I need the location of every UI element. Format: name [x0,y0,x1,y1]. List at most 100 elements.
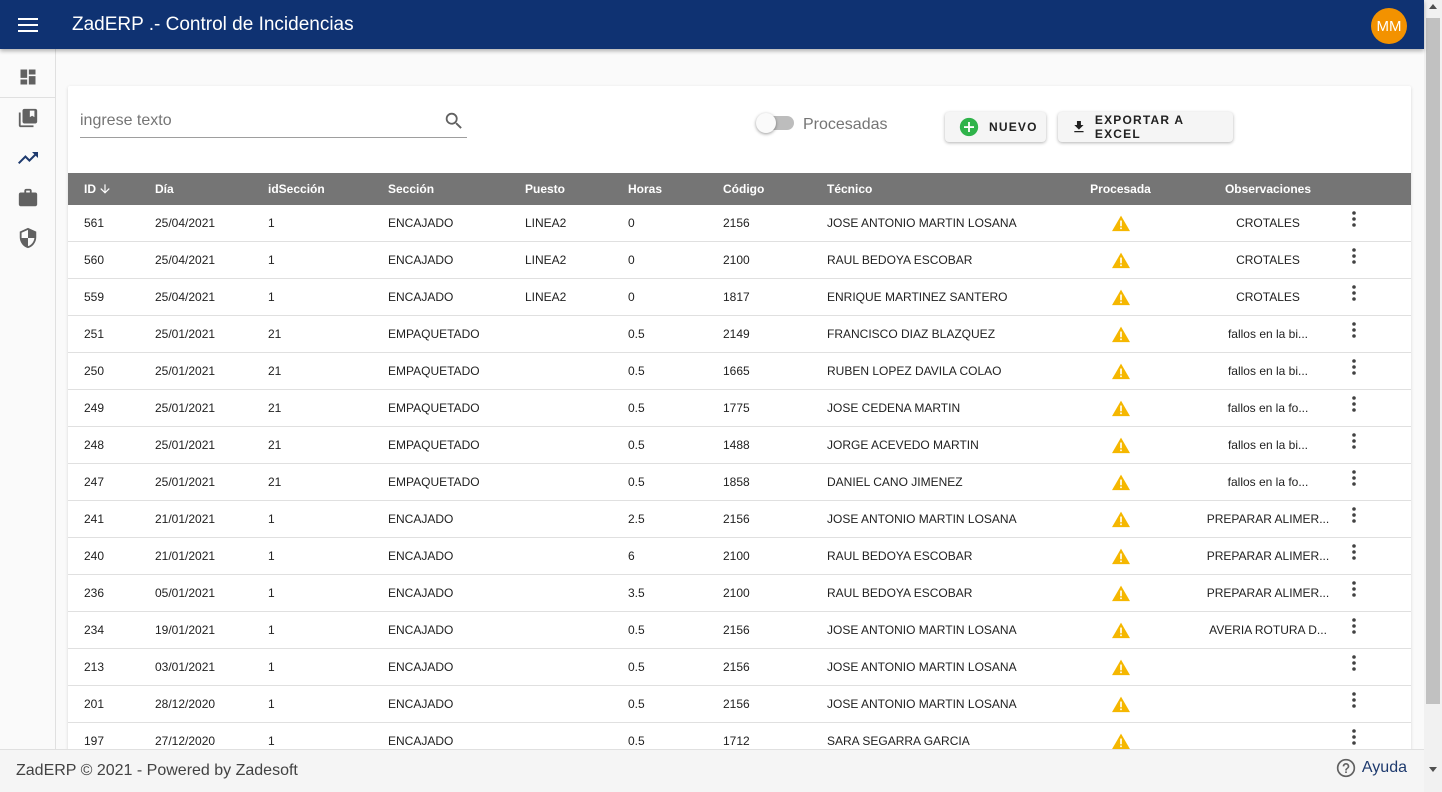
column-header-seccion[interactable]: Sección [388,182,435,196]
cell-id: 240 [84,549,105,563]
sidebar-item-library[interactable] [0,98,56,138]
cell-seccion: ENCAJADO [388,586,454,600]
column-header-dia[interactable]: Día [155,182,174,196]
cell-observaciones: fallos en la bi... [1227,438,1309,452]
search-icon[interactable] [443,110,465,132]
cell-id: 561 [84,216,105,230]
table-row[interactable]: 234 19/01/2021 1 ENCAJADO 0.5 2156 JOSE ANTONI… [68,612,1411,649]
cell-id: 250 [84,364,105,378]
table-row[interactable]: 251 25/01/2021 21 EMPAQUETADO 0.5 2149 FRANCIS… [68,316,1411,353]
more-vert-icon[interactable] [1344,316,1364,353]
column-header-horas[interactable]: Horas [628,182,663,196]
more-vert-icon[interactable] [1344,279,1364,316]
cell-idseccion: 1 [268,660,275,674]
warning-icon [1073,612,1168,649]
footer-copyright: ZadERP © 2021 - Powered by Zadesoft [16,762,298,779]
cell-dia: 05/01/2021 [155,586,216,600]
more-vert-icon[interactable] [1344,353,1364,390]
more-vert-icon[interactable] [1344,205,1364,242]
table-row[interactable]: 240 21/01/2021 1 ENCAJADO 6 2100 RAUL BEDOYA E… [68,538,1411,575]
cell-id: 247 [84,475,105,489]
more-vert-icon[interactable] [1344,501,1364,538]
column-header-puesto[interactable]: Puesto [525,182,566,196]
column-header-tecnico[interactable]: Técnico [827,182,873,196]
page-scrollbar[interactable] [1424,0,1442,792]
user-avatar[interactable]: MM [1371,8,1407,44]
column-header-observaciones[interactable]: Observaciones [1224,182,1312,196]
cell-id: 248 [84,438,105,452]
nuevo-button[interactable]: NUEVO [945,112,1046,142]
cell-observaciones: fallos en la bi... [1227,327,1309,341]
more-vert-icon[interactable] [1344,649,1364,686]
more-vert-icon[interactable] [1344,575,1364,612]
cell-dia: 25/01/2021 [155,401,216,415]
cell-tecnico: JOSE ANTONIO MARTIN LOSANA [827,660,1017,674]
cell-tecnico: SARA SEGARRA GARCIA [827,734,970,748]
cell-seccion: EMPAQUETADO [388,438,480,452]
table-row[interactable]: 559 25/04/2021 1 ENCAJADO LINEA2 0 1817 ENRIQUE… [68,279,1411,316]
cell-seccion: EMPAQUETADO [388,401,480,415]
cell-codigo: 2156 [723,216,750,230]
cell-tecnico: DANIEL CANO JIMENEZ [827,475,963,489]
cell-dia: 25/01/2021 [155,475,216,489]
table-row[interactable]: 561 25/04/2021 1 ENCAJADO LINEA2 0 2156 JOSE AN… [68,205,1411,242]
table-row[interactable]: 560 25/04/2021 1 ENCAJADO LINEA2 0 2100 RAUL BE… [68,242,1411,279]
cell-seccion: ENCAJADO [388,253,454,267]
column-header-codigo[interactable]: Código [723,182,765,196]
incidents-table: ID Día idSección Sección Puesto Horas Có… [68,173,1411,760]
cell-idseccion: 1 [268,623,275,637]
warning-icon [1073,686,1168,723]
sidebar-item-trending[interactable] [0,138,56,178]
search-field [80,106,467,138]
sidebar-divider [0,97,56,98]
more-vert-icon[interactable] [1344,464,1364,501]
more-vert-icon[interactable] [1344,242,1364,279]
cell-codigo: 1665 [723,364,750,378]
more-vert-icon[interactable] [1344,686,1364,723]
sidebar-item-briefcase[interactable] [0,178,56,218]
cell-puesto: LINEA2 [525,216,567,230]
cell-idseccion: 1 [268,697,275,711]
sidebar-item-dashboard[interactable] [0,57,56,97]
more-vert-icon[interactable] [1344,538,1364,575]
menu-icon[interactable] [0,0,56,49]
table-row[interactable]: 249 25/01/2021 21 EMPAQUETADO 0.5 1775 JOSE CE… [68,390,1411,427]
table-row[interactable]: 236 05/01/2021 1 ENCAJADO 3.5 2100 RAUL BEDOYA… [68,575,1411,612]
table-row[interactable]: 250 25/01/2021 21 EMPAQUETADO 0.5 1665 RUBEN L… [68,353,1411,390]
more-vert-icon[interactable] [1344,390,1364,427]
cell-codigo: 2100 [723,549,750,563]
more-vert-icon[interactable] [1344,427,1364,464]
sidebar-item-security[interactable] [0,218,56,258]
table-row[interactable]: 201 28/12/2020 1 ENCAJADO 0.5 2156 JOSE ANTONI… [68,686,1411,723]
cell-dia: 28/12/2020 [155,697,216,711]
scroll-up-icon[interactable] [1429,4,1437,9]
warning-icon [1073,464,1168,501]
more-vert-icon[interactable] [1344,723,1364,760]
cell-tecnico: JOSE CEDENA MARTIN [827,401,961,415]
procesadas-toggle[interactable] [756,113,794,133]
warning-icon [1073,538,1168,575]
column-header-id[interactable]: ID [84,173,112,205]
cell-tecnico: RAUL BEDOYA ESCOBAR [827,586,973,600]
help-link[interactable]: Ayuda [1336,758,1407,778]
cell-codigo: 2100 [723,586,750,600]
column-header-procesada[interactable]: Procesada [1090,182,1151,196]
cell-id: 213 [84,660,105,674]
cell-horas: 0.5 [628,475,645,489]
scroll-down-icon[interactable] [1429,767,1437,772]
export-excel-button[interactable]: EXPORTAR A EXCEL [1058,112,1233,142]
cell-codigo: 2156 [723,512,750,526]
cell-horas: 6 [628,549,635,563]
table-row[interactable]: 248 25/01/2021 21 EMPAQUETADO 0.5 1488 JORGE A… [68,427,1411,464]
table-row[interactable]: 241 21/01/2021 1 ENCAJADO 2.5 2156 JOSE ANTONI… [68,501,1411,538]
table-row[interactable]: 213 03/01/2021 1 ENCAJADO 0.5 2156 JOSE ANTONI… [68,649,1411,686]
more-vert-icon[interactable] [1344,612,1364,649]
table-row[interactable]: 247 25/01/2021 21 EMPAQUETADO 0.5 1858 DANIEL … [68,464,1411,501]
cell-idseccion: 21 [268,364,282,378]
cell-observaciones: fallos en la fo... [1227,401,1309,415]
trending-up-icon [18,152,38,164]
scroll-thumb[interactable] [1426,18,1440,704]
table-body: 561 25/04/2021 1 ENCAJADO LINEA2 0 2156 JOSE AN… [68,205,1411,760]
search-input[interactable] [80,106,430,136]
column-header-idseccion[interactable]: idSección [268,182,325,196]
